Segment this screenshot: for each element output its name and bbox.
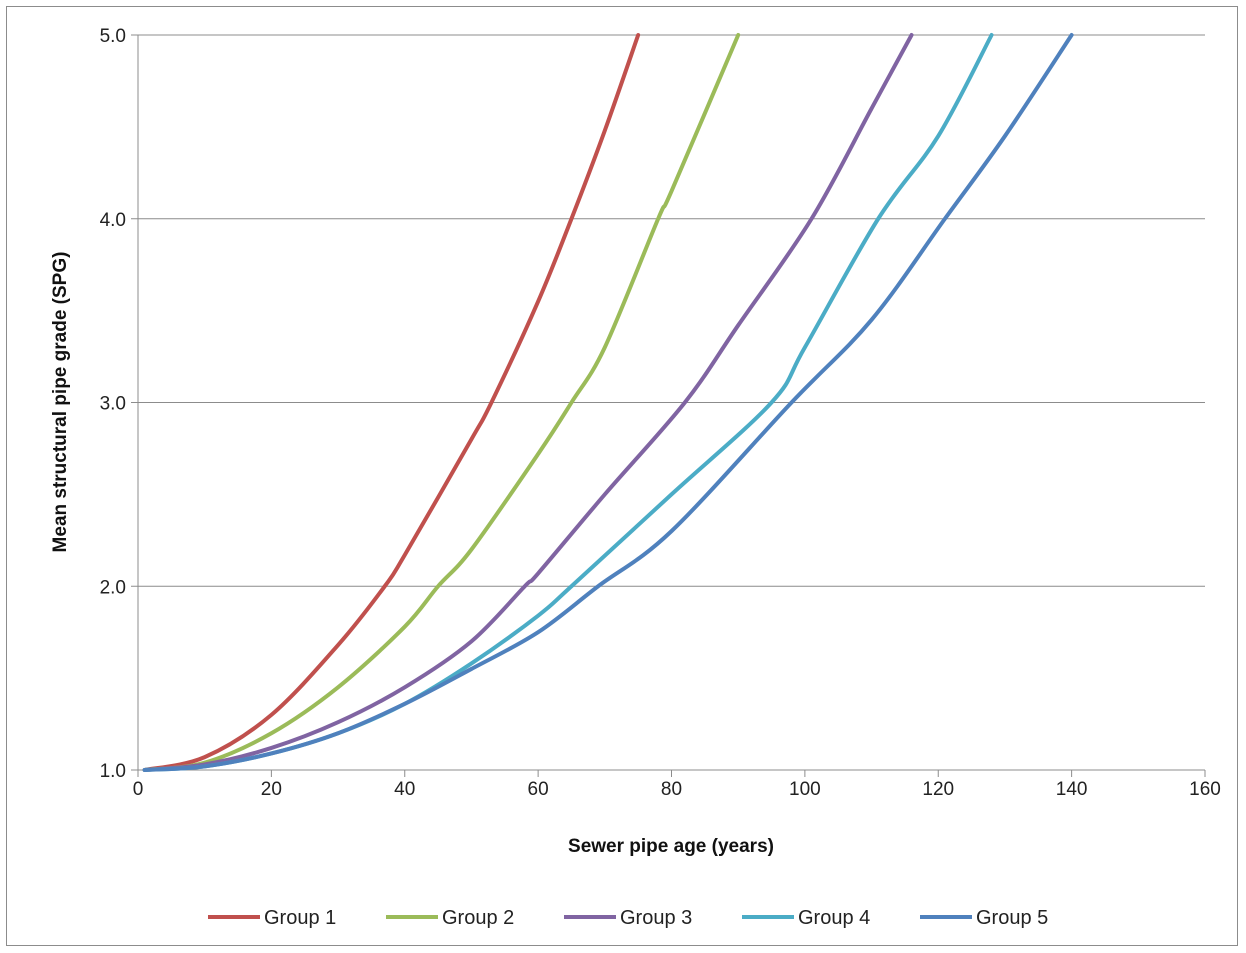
y-axis-title: Mean structural pipe grade (SPG) [50, 252, 71, 553]
legend-item: Group 1 [208, 907, 336, 929]
axes [131, 34, 1206, 777]
x-tick-label: 120 [922, 779, 954, 800]
legend-label: Group 2 [442, 907, 514, 929]
y-tick-labels: 1.0 2.0 3.0 4.0 5.0 [100, 26, 126, 782]
gridlines [138, 34, 1205, 587]
series-line-group-1 [142, 33, 641, 772]
x-tick-label: 140 [1056, 779, 1088, 800]
y-tick-label: 3.0 [100, 394, 126, 415]
series-line-group-5 [142, 33, 1074, 772]
y-tick-label: 5.0 [100, 26, 126, 47]
x-axis-title: Sewer pipe age (years) [568, 836, 774, 857]
x-tick-label: 40 [394, 779, 415, 800]
series-line-group-3 [142, 33, 914, 772]
legend-item: Group 5 [920, 907, 1048, 929]
x-tick-label: 20 [261, 779, 282, 800]
legend-label: Group 3 [620, 907, 692, 929]
x-tick-label: 100 [789, 779, 821, 800]
x-tick-label: 160 [1189, 779, 1221, 800]
y-tick-label: 2.0 [100, 577, 126, 598]
legend-label: Group 1 [264, 907, 336, 929]
x-tick-label: 60 [528, 779, 549, 800]
y-tick-label: 1.0 [100, 761, 126, 782]
y-tick-label: 4.0 [100, 210, 126, 231]
legend-label: Group 4 [798, 907, 870, 929]
legend-item: Group 3 [564, 907, 692, 929]
legend: Group 1 Group 2 Group 3 Group 4 Group 5 [208, 907, 1048, 929]
series-line-group-2 [142, 33, 741, 772]
legend-label: Group 5 [976, 907, 1048, 929]
x-tick-label: 80 [661, 779, 682, 800]
legend-item: Group 2 [386, 907, 514, 929]
legend-item: Group 4 [742, 907, 870, 929]
x-tick-label: 0 [133, 779, 144, 800]
x-tick-labels: 0 20 40 60 80 100 120 140 160 [133, 779, 1221, 800]
series-lines [142, 33, 1074, 772]
